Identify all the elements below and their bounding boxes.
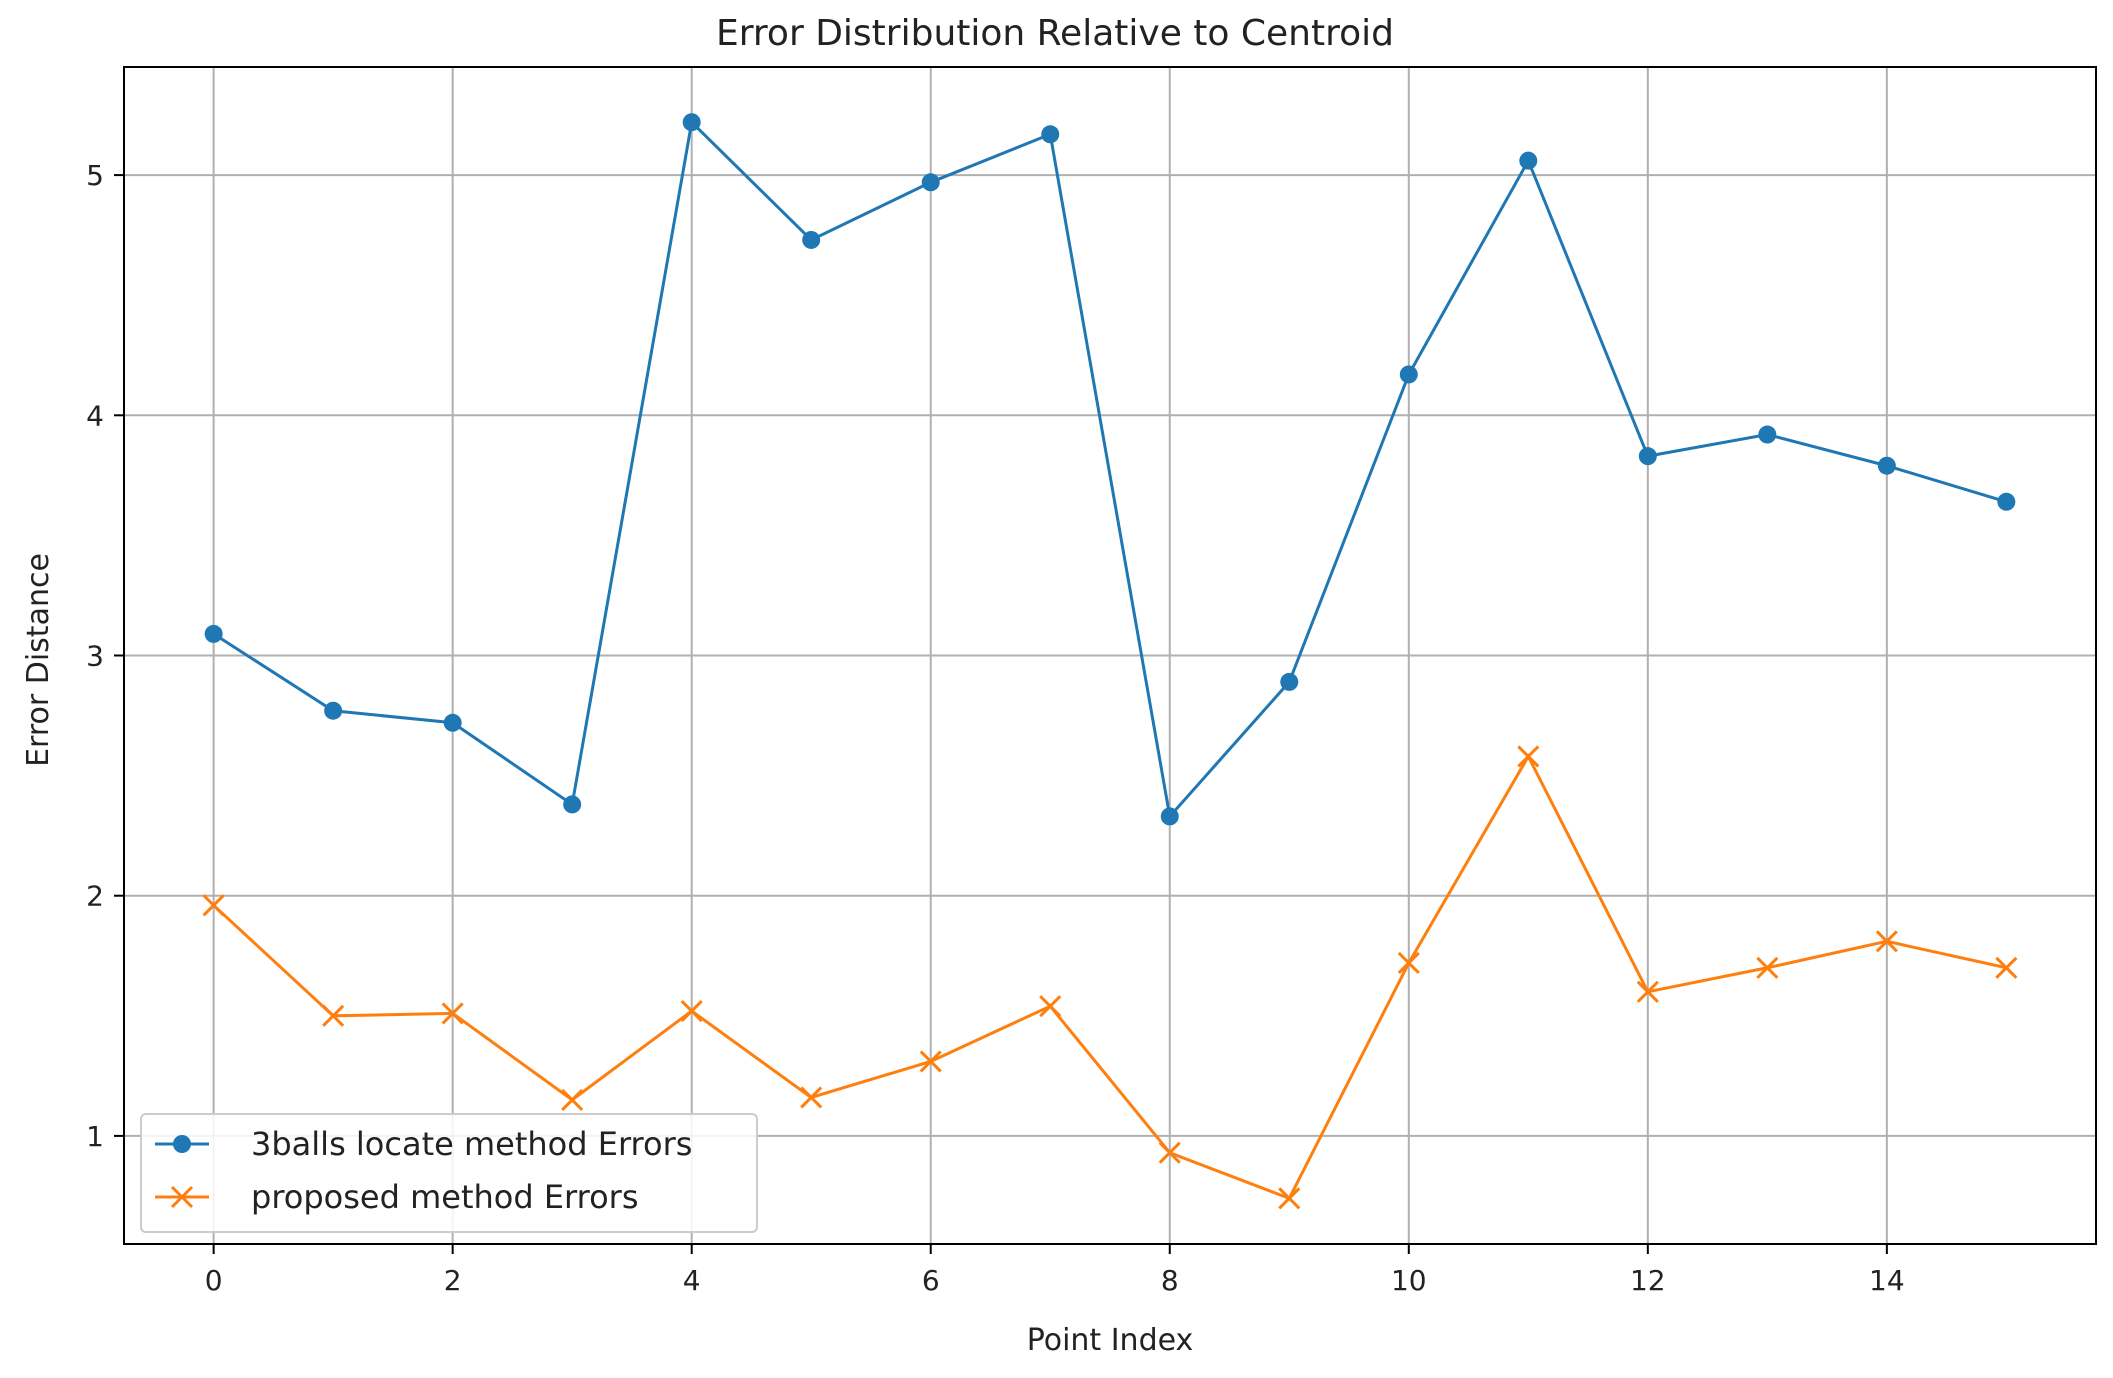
data-point [1875,930,1898,953]
legend-label: proposed method Errors [251,1178,639,1216]
data-point [1158,1141,1181,1164]
data-point [202,894,225,917]
data-point [1397,951,1420,975]
data-point [561,1088,584,1111]
series-blue [204,113,2016,826]
data-point [324,701,343,720]
series-layer [202,113,2018,1210]
data-point [1041,125,1060,144]
data-point [921,173,940,192]
data-point [919,1050,942,1073]
x-tick-label: 2 [444,1264,462,1297]
y-tick-label: 4 [86,399,104,432]
data-point [441,1002,464,1025]
x-tick-label: 6 [922,1264,940,1297]
x-tick-label: 10 [1391,1264,1427,1297]
data-point [563,795,582,814]
x-tick-label: 14 [1869,1264,1905,1297]
data-point [1280,672,1299,691]
data-point [1039,995,1062,1018]
data-point [443,713,462,732]
y-tick-label: 2 [86,880,104,913]
data-point [173,1135,191,1153]
x-axis-label: Point Index [1027,1323,1194,1358]
legend-item: proposed method Errors [155,1178,639,1216]
y-tick-label: 1 [86,1120,104,1153]
series-line [212,119,2007,820]
grid [124,67,2096,1244]
data-point [170,1185,194,1209]
data-point [800,1086,823,1109]
data-point [682,113,701,132]
chart-title: Error Distribution Relative to Centroid [716,13,1394,54]
data-point [1636,980,1659,1003]
y-tick-label: 3 [86,640,104,673]
series-line [212,753,2007,1201]
data-point [1995,956,2018,979]
legend-item: 3balls locate method Errors [155,1125,692,1163]
data-point [204,624,223,643]
legend-box [140,1113,758,1233]
data-point [1517,745,1540,768]
data-point [1160,807,1179,826]
legend-label: 3balls locate method Errors [251,1125,692,1163]
data-point [1756,956,1779,979]
data-point [1758,425,1777,444]
data-point [1877,456,1896,475]
data-point [1519,151,1538,170]
data-point [322,1004,345,1027]
data-point [680,999,703,1023]
x-tick-label: 4 [683,1264,701,1297]
x-tick-label: 8 [1161,1264,1179,1297]
y-tick-label: 5 [86,159,104,192]
x-tick-label: 0 [205,1264,223,1297]
legend: 3balls locate method Errors proposed meth… [140,1113,758,1233]
data-point [802,230,821,249]
data-point [1278,1187,1301,1210]
data-point [1399,365,1418,384]
x-tick-label: 12 [1630,1264,1666,1297]
y-axis-label: Error Distance [21,553,56,767]
series-orange [202,745,2018,1210]
data-point [1638,447,1657,466]
data-point [1997,492,2016,511]
